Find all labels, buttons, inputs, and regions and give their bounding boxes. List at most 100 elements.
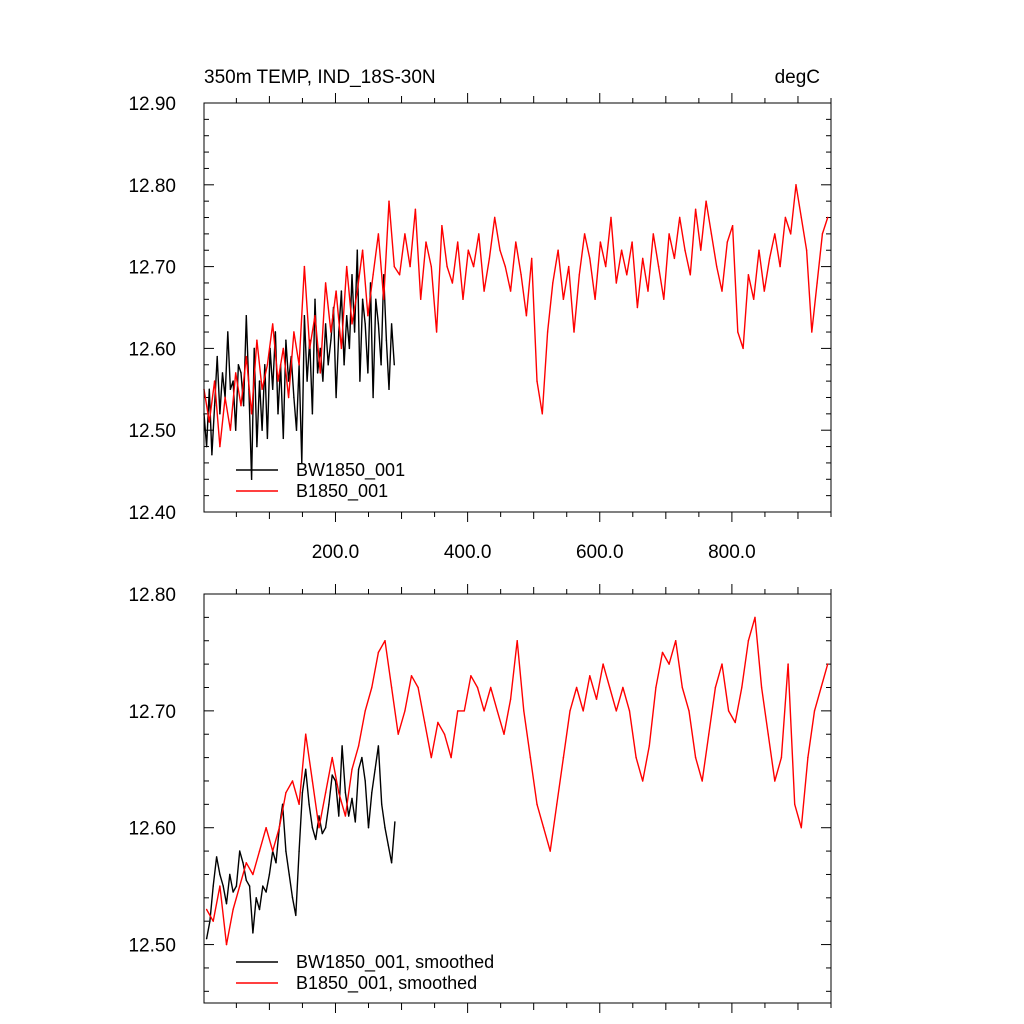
top-data-point: [731, 225, 734, 227]
bottom-data-point: [562, 756, 565, 759]
bottom-series-line-black: [205, 745, 396, 939]
bottom-data-point: [344, 815, 347, 817]
top-data-point: [285, 339, 287, 341]
top-legend-label: B1850_001: [296, 481, 388, 502]
top-data-point: [367, 372, 369, 374]
bottom-data-point: [381, 803, 383, 805]
bottom-tick-group: 12.50 12.60 12.70 12.80: [128, 584, 832, 1013]
bottom-data-point: [503, 733, 505, 735]
top-data-point: [335, 290, 337, 292]
bottom-data-point: [609, 686, 611, 689]
bottom-data-point: [430, 756, 432, 759]
bottom-data-point: [209, 920, 211, 922]
top-data-point: [219, 445, 221, 448]
bottom-data-point: [390, 862, 393, 864]
bottom-plot-frame: [203, 593, 832, 1004]
top-data-point: [303, 315, 306, 317]
top-data-point: [430, 265, 432, 268]
bottom-data-point: [569, 710, 571, 712]
bottom-data-point: [741, 686, 743, 689]
bottom-data-point: [549, 850, 551, 852]
top-ytick-label: 12.50: [128, 421, 176, 442]
bottom-data-point: [219, 873, 221, 876]
bottom-data-point: [390, 686, 393, 689]
top-data-point: [356, 290, 358, 292]
bottom-data-point: [265, 891, 267, 893]
top-data-point: [811, 331, 813, 333]
bottom-data-point: [813, 710, 816, 712]
top-data-point: [367, 315, 369, 317]
top-data-point: [245, 355, 247, 358]
top-data-point: [293, 331, 295, 333]
bottom-data-point: [245, 879, 247, 881]
bottom-data-point: [694, 756, 697, 759]
top-data-point: [536, 380, 538, 382]
bottom-data-point: [476, 686, 479, 689]
top-data-point: [385, 339, 388, 341]
bottom-data-point: [338, 792, 340, 794]
top-data-point: [383, 298, 385, 300]
bottom-data-point: [595, 698, 598, 700]
top-data-point: [272, 388, 274, 390]
bottom-data-point: [516, 640, 518, 642]
top-xtick-label: 800.0: [708, 542, 756, 563]
bottom-data-point: [222, 885, 224, 887]
top-data-point: [710, 233, 713, 235]
bottom-data-point: [311, 780, 314, 782]
top-data-point: [245, 315, 247, 317]
top-data-point: [250, 413, 253, 415]
bottom-data-point: [324, 827, 327, 829]
bottom-data-point: [258, 908, 261, 911]
top-data-point: [316, 372, 319, 374]
bottom-data-point: [364, 710, 366, 712]
top-data-point: [287, 396, 290, 399]
bottom-ytick-label: 12.50: [128, 936, 176, 957]
bottom-data-point: [615, 710, 617, 712]
top-data-point: [578, 274, 580, 276]
top-data-point: [340, 347, 343, 350]
bottom-data-point: [394, 821, 396, 823]
bottom-data-point: [315, 838, 317, 841]
bottom-data-point: [291, 780, 294, 782]
top-data-point: [361, 249, 364, 251]
top-data-point: [219, 413, 221, 415]
top-data-point: [359, 380, 361, 382]
top-data-point: [324, 282, 327, 284]
top-data-point: [377, 323, 380, 325]
bottom-data-point: [341, 745, 343, 747]
top-data-point: [208, 421, 210, 423]
bottom-data-point: [252, 873, 254, 876]
top-data-point: [631, 241, 633, 243]
bottom-data-point: [450, 756, 452, 759]
top-data-point: [531, 257, 533, 260]
top-data-point: [306, 380, 308, 382]
bottom-data-point: [371, 686, 373, 689]
bottom-data-point: [285, 850, 287, 852]
top-ytick-label: 12.40: [128, 503, 176, 524]
top-data-point: [610, 216, 612, 219]
top-ytick-label: 12.60: [128, 339, 176, 360]
bottom-data-point: [714, 686, 717, 689]
top-data-point: [327, 364, 329, 366]
top-data-point: [213, 380, 216, 382]
top-data-point: [573, 331, 575, 333]
top-data-point: [240, 405, 242, 407]
top-data-point: [821, 233, 824, 235]
top-data-point: [694, 208, 697, 210]
top-data-point: [816, 282, 818, 284]
bottom-data-point: [351, 768, 353, 770]
bottom-data-point: [800, 827, 802, 829]
bottom-data-point: [457, 710, 459, 712]
bottom-data-point: [542, 827, 545, 829]
bottom-data-point: [212, 885, 214, 887]
top-data-point: [258, 380, 261, 382]
bottom-data-point: [483, 710, 485, 712]
bottom-data-point: [298, 803, 300, 805]
bottom-data-point: [367, 827, 370, 829]
top-data-point: [282, 437, 284, 440]
top-data-point: [335, 396, 337, 399]
top-data-point: [266, 364, 269, 366]
bottom-data-point: [245, 862, 247, 864]
